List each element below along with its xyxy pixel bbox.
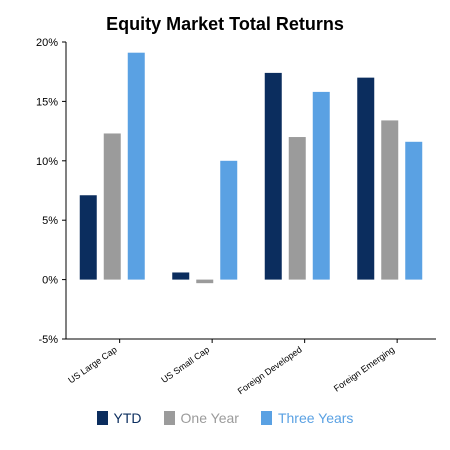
bar [381, 120, 399, 280]
bar [196, 279, 214, 284]
bar [288, 137, 306, 280]
legend-item: Three Years [260, 410, 354, 426]
y-tick-label: 10% [36, 156, 58, 168]
legend-swatch [260, 411, 272, 425]
bar [264, 72, 282, 280]
y-tick-label: -5% [38, 334, 58, 346]
axes [62, 41, 436, 343]
bar [357, 77, 375, 280]
bar [405, 141, 423, 280]
legend-swatch [96, 411, 108, 425]
legend-label: Three Years [277, 410, 354, 426]
bar [103, 133, 121, 280]
x-tick-label: Foreign Developed [236, 344, 304, 396]
y-tick-label: 0% [42, 275, 58, 287]
chart-title: Equity Market Total Returns [106, 14, 344, 34]
x-tick-label: US Large Cap [66, 344, 118, 385]
bar [312, 91, 330, 280]
bar [172, 272, 190, 280]
legend: YTD One Year Three Years [0, 410, 450, 426]
y-tick-label: 15% [36, 96, 58, 108]
bar [220, 160, 238, 280]
legend-label: One Year [180, 410, 239, 426]
y-tick-label: 5% [42, 215, 58, 227]
bars [79, 52, 423, 284]
legend-item: One Year [163, 410, 239, 426]
legend-label: YTD [113, 410, 142, 426]
y-tick-label: 20% [36, 37, 58, 49]
legend-swatch [163, 411, 175, 425]
x-tick-label: Foreign Emerging [332, 344, 396, 393]
bar [79, 195, 97, 280]
x-tick-label: US Small Cap [159, 344, 211, 385]
legend-item: YTD [96, 410, 142, 426]
bar [127, 52, 145, 280]
